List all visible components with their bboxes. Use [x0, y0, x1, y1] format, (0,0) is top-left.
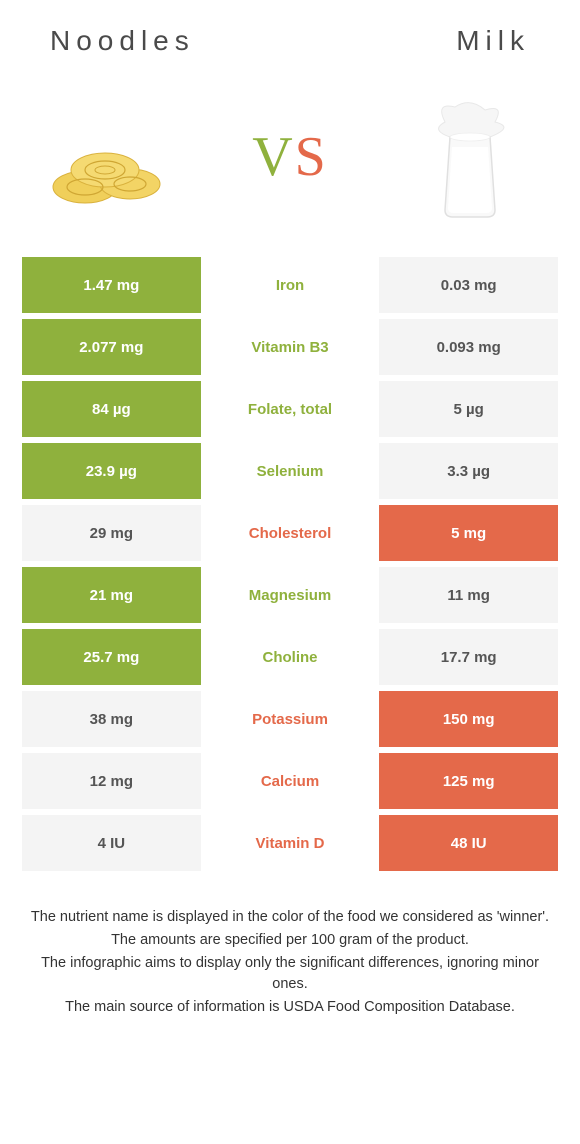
noodles-icon: [35, 92, 185, 222]
nutrient-name: Vitamin B3: [201, 319, 380, 375]
food-b-title: Milk: [456, 25, 530, 57]
food-b-value: 11 mg: [379, 567, 558, 623]
nutrient-name: Choline: [201, 629, 380, 685]
nutrient-name: Calcium: [201, 753, 380, 809]
vs-label: VS: [252, 125, 328, 189]
food-b-value: 125 mg: [379, 753, 558, 809]
nutrient-row: 84 µgFolate, total5 µg: [22, 381, 558, 437]
food-b-value: 5 µg: [379, 381, 558, 437]
food-a-value: 4 IU: [22, 815, 201, 871]
nutrient-name: Iron: [201, 257, 380, 313]
nutrient-row: 21 mgMagnesium11 mg: [22, 567, 558, 623]
footer-line-2: The amounts are specified per 100 gram o…: [28, 930, 552, 951]
footer-notes: The nutrient name is displayed in the co…: [0, 877, 580, 1018]
food-b-value: 150 mg: [379, 691, 558, 747]
food-a-value: 2.077 mg: [22, 319, 201, 375]
food-a-value: 21 mg: [22, 567, 201, 623]
vs-row: VS: [0, 67, 580, 257]
food-b-value: 3.3 µg: [379, 443, 558, 499]
food-a-value: 29 mg: [22, 505, 201, 561]
nutrient-row: 38 mgPotassium150 mg: [22, 691, 558, 747]
nutrient-name: Magnesium: [201, 567, 380, 623]
food-a-value: 12 mg: [22, 753, 201, 809]
nutrient-name: Cholesterol: [201, 505, 380, 561]
nutrient-name: Potassium: [201, 691, 380, 747]
nutrient-row: 1.47 mgIron0.03 mg: [22, 257, 558, 313]
food-a-title: Noodles: [50, 25, 195, 57]
nutrient-row: 29 mgCholesterol5 mg: [22, 505, 558, 561]
footer-line-3: The infographic aims to display only the…: [28, 953, 552, 995]
nutrient-row: 12 mgCalcium125 mg: [22, 753, 558, 809]
nutrient-table: 1.47 mgIron0.03 mg 2.077 mgVitamin B30.09…: [0, 257, 580, 871]
nutrient-name: Selenium: [201, 443, 380, 499]
nutrient-row: 2.077 mgVitamin B30.093 mg: [22, 319, 558, 375]
food-b-value: 5 mg: [379, 505, 558, 561]
food-b-value: 0.093 mg: [379, 319, 558, 375]
nutrient-row: 23.9 µgSelenium3.3 µg: [22, 443, 558, 499]
food-a-value: 38 mg: [22, 691, 201, 747]
food-a-value: 23.9 µg: [22, 443, 201, 499]
nutrient-name: Folate, total: [201, 381, 380, 437]
footer-line-4: The main source of information is USDA F…: [28, 997, 552, 1018]
header: Noodles Milk: [0, 0, 580, 67]
footer-line-1: The nutrient name is displayed in the co…: [28, 907, 552, 928]
nutrient-name: Vitamin D: [201, 815, 380, 871]
vs-s: S: [295, 126, 328, 188]
food-b-image: [390, 87, 550, 227]
food-b-value: 17.7 mg: [379, 629, 558, 685]
food-b-value: 48 IU: [379, 815, 558, 871]
milk-icon: [395, 92, 545, 222]
food-a-value: 1.47 mg: [22, 257, 201, 313]
food-b-value: 0.03 mg: [379, 257, 558, 313]
nutrient-row: 4 IUVitamin D48 IU: [22, 815, 558, 871]
food-a-value: 25.7 mg: [22, 629, 201, 685]
nutrient-row: 25.7 mgCholine17.7 mg: [22, 629, 558, 685]
food-a-image: [30, 87, 190, 227]
food-a-value: 84 µg: [22, 381, 201, 437]
vs-v: V: [252, 126, 294, 188]
